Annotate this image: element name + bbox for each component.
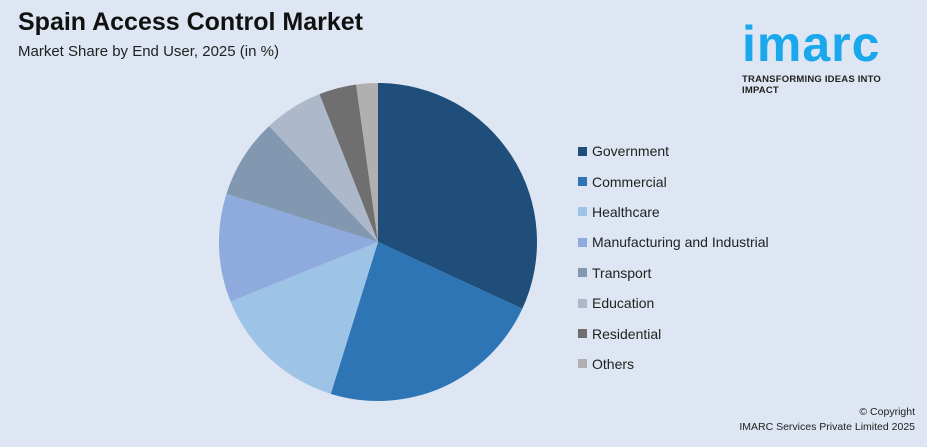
chart-title: Spain Access Control Market	[18, 8, 364, 36]
legend-label: Residential	[592, 325, 662, 342]
pie-slice-transport	[226, 126, 378, 242]
legend-item: Residential	[578, 318, 769, 348]
legend-item: Manufacturing and Industrial	[578, 227, 769, 257]
copyright-label: © Copyright	[859, 406, 915, 418]
legend-swatch	[578, 207, 587, 217]
legend-label: Government	[592, 143, 670, 160]
pie-slice-healthcare	[230, 242, 378, 394]
legend-label: Healthcare	[592, 203, 660, 220]
pie-slice-residential	[319, 84, 378, 242]
legend-swatch	[578, 329, 587, 339]
logo-tagline: TRANSFORMING IDEAS INTO IMPACT	[742, 74, 882, 96]
legend-item: Transport	[578, 258, 769, 288]
copyright-company: IMARC Services Private Limited 2025	[739, 421, 915, 433]
legend-label: Transport	[592, 264, 652, 281]
chart-subtitle: Market Share by End User, 2025 (in %)	[18, 43, 279, 60]
legend: Government Commercial Healthcare Manufactur…	[578, 136, 769, 379]
pie-slice-others	[356, 83, 378, 242]
pie-slice-commercial	[330, 242, 523, 401]
pie-slice-government	[378, 83, 537, 309]
legend-swatch	[578, 268, 587, 278]
logo-word: imarc	[742, 16, 881, 72]
legend-swatch	[578, 298, 587, 308]
legend-label: Education	[592, 295, 655, 312]
legend-item: Healthcare	[578, 197, 769, 227]
pie-slice-manufacturing-and-industrial	[219, 193, 378, 302]
legend-item: Others	[578, 349, 769, 379]
legend-swatch	[578, 237, 587, 247]
imarc-logo: imarc TRANSFORMING IDEAS INTO IMPACT	[742, 6, 920, 96]
legend-label: Manufacturing and Industrial	[592, 234, 769, 251]
legend-swatch	[578, 177, 587, 187]
legend-label: Others	[592, 355, 635, 372]
copyright: © Copyright IMARC Services Private Limit…	[739, 405, 915, 435]
legend-item: Commercial	[578, 166, 769, 196]
legend-item: Education	[578, 288, 769, 318]
legend-item: Government	[578, 136, 769, 166]
pie-slice-education	[269, 94, 378, 243]
legend-swatch	[578, 359, 587, 369]
legend-label: Commercial	[592, 173, 667, 190]
legend-swatch	[578, 146, 587, 156]
